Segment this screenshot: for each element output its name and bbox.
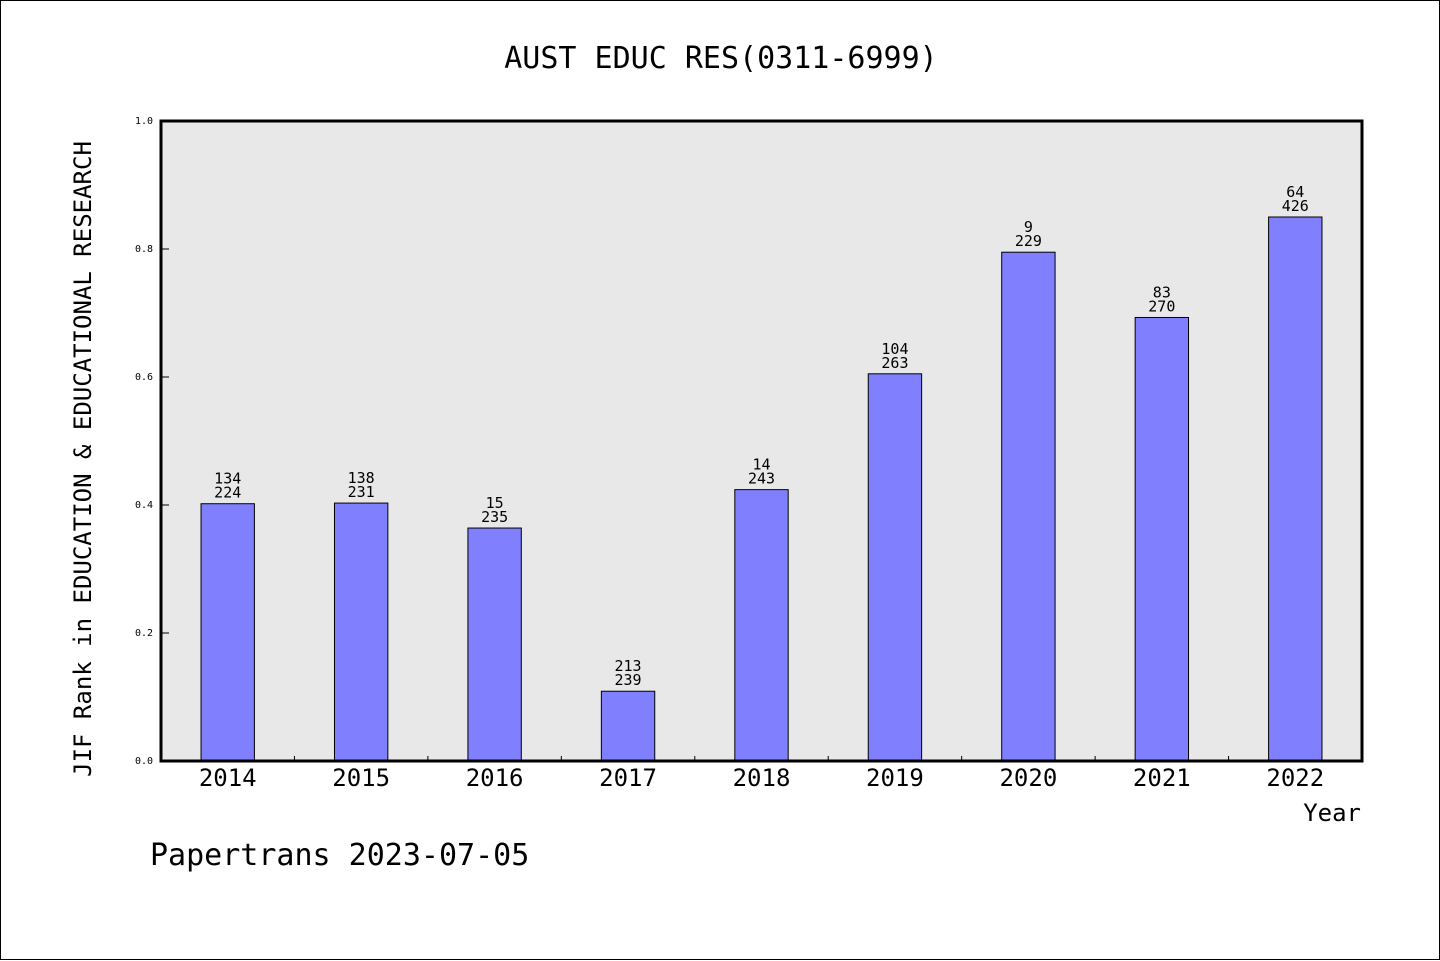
y-axis-label: JIF Rank in EDUCATION & EDUCATIONAL RESE…: [69, 141, 97, 777]
bar-2015: [333, 502, 389, 762]
bar-2019: [867, 373, 923, 762]
x-axis-ticks: 2014 2015 2016 2017 2018 2019 2020 2021 2022: [199, 756, 1324, 792]
x-tick-label-2016: 2016: [466, 764, 524, 792]
bar-label-rank-2016: 15: [486, 494, 504, 512]
y-tick-label-0.8: 0.8: [135, 244, 153, 255]
bar-label-rank-2015: 138: [348, 469, 375, 487]
x-tick-label-2021: 2021: [1133, 764, 1191, 792]
bar-label-total-2021: 270: [1148, 297, 1175, 315]
x-tick-label-2014: 2014: [199, 764, 257, 792]
x-tick-label-2019: 2019: [866, 764, 924, 792]
bar-label-total-2016: 235: [481, 508, 508, 526]
bar-2022: [1268, 216, 1323, 762]
bar-label-total-2022: 426: [1282, 197, 1309, 215]
bars-group: [200, 216, 1323, 762]
y-tick-label-1.0: 1.0: [135, 116, 153, 127]
bar-2018: [734, 489, 789, 762]
bar-2020: [1001, 251, 1056, 762]
y-tick-label-0.6: 0.6: [135, 372, 153, 383]
bar-label-rank-2019: 104: [881, 340, 908, 358]
y-tick-label-0.0: 0.0: [135, 756, 153, 767]
bar-label-total-2014: 224: [214, 484, 241, 502]
x-tick-label-2018: 2018: [733, 764, 791, 792]
y-tick-label-0.4: 0.4: [135, 500, 153, 511]
bar-label-total-2018: 243: [748, 470, 775, 488]
bar-label-total-2020: 229: [1015, 232, 1042, 250]
bar-2017: [600, 690, 656, 762]
plot-border: [159, 119, 1364, 763]
bar-label-rank-2022: 64: [1286, 183, 1304, 201]
chart-title: AUST EDUC RES(0311-6999): [504, 41, 937, 76]
bar-2014: [200, 503, 255, 762]
bar-label-total-2017: 239: [615, 671, 642, 689]
bar-label-rank-2021: 83: [1153, 283, 1171, 301]
bar-label-total-2019: 263: [881, 354, 908, 372]
bar-2021: [1134, 316, 1190, 762]
x-tick-label-2015: 2015: [332, 764, 390, 792]
bar-label-rank-2018: 14: [752, 456, 770, 474]
bar-label-rank-2014: 134: [214, 470, 241, 488]
bar-2016: [467, 527, 522, 762]
bar-label-rank-2017: 213: [615, 657, 642, 675]
x-tick-label-2020: 2020: [999, 764, 1057, 792]
bar-label-rank-2020: 9: [1024, 218, 1033, 236]
y-axis-ticks: 0.0 0.2 0.4 0.6 0.8 1.0: [135, 116, 169, 767]
x-tick-label-2017: 2017: [599, 764, 657, 792]
x-axis-label: Year: [1303, 799, 1361, 827]
x-tick-label-2022: 2022: [1266, 764, 1324, 792]
footer-credit: Papertrans 2023-07-05: [150, 838, 529, 873]
bar-label-total-2015: 231: [348, 483, 375, 501]
y-tick-label-0.2: 0.2: [135, 628, 153, 639]
